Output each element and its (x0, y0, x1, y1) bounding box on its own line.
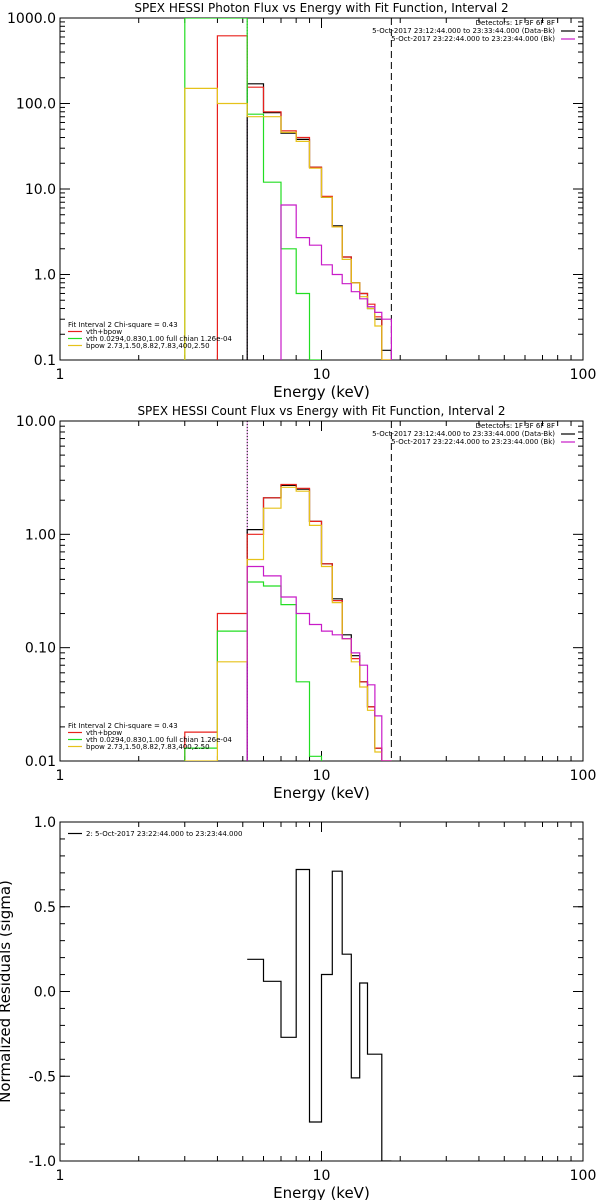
series-total (216, 35, 392, 360)
series-bk (246, 565, 392, 761)
legend-entry: vth+bpow (86, 328, 122, 336)
y-axis-label: Normalized Residuals (sigma) (0, 880, 14, 1103)
count-flux-panel: SPEX HESSI Count Flux vs Energy with Fit… (16, 404, 596, 802)
x-tick-label: 1 (56, 768, 65, 784)
plot-frame (59, 420, 584, 762)
y-tick-label: 0.1 (34, 353, 56, 369)
y-tick-label: -0.5 (29, 1069, 56, 1085)
series-bpow (184, 87, 392, 360)
chart-title: SPEX HESSI Count Flux vs Energy with Fit… (137, 404, 505, 418)
y-tick-label: 0.01 (25, 754, 56, 770)
x-axis-label: Energy (keV) (273, 1184, 370, 1200)
header-line: 5-Oct-2017 23:12:44.000 to 23:33:44.000 … (372, 430, 555, 438)
legend-entry: vth 0.0294,0.830,1.00 full chian 1.26e-0… (86, 736, 232, 744)
series-residual (247, 868, 392, 1161)
x-tick-label: 100 (570, 768, 597, 784)
series-group (247, 868, 392, 1161)
legend-title: Fit Interval 2 Chi-square = 0.43 (68, 321, 178, 329)
photon-flux-panel: SPEX HESSI Photon Flux vs Energy with Fi… (7, 1, 596, 401)
header-line: 5-Oct-2017 23:12:44.000 to 23:33:44.000 … (372, 27, 555, 35)
header-line: 5-Oct-2017 23:22:44.000 to 23:23:44.000 … (391, 35, 555, 43)
y-tick-label: 1.0 (34, 268, 56, 284)
x-tick-label: 1 (56, 1168, 65, 1184)
header-line: 5-Oct-2017 23:22:44.000 to 23:23:44.000 … (391, 438, 555, 446)
y-tick-label: 0.5 (34, 900, 56, 916)
series-total (184, 483, 392, 761)
series-bk (280, 204, 392, 360)
y-tick-label: 1000.0 (7, 11, 56, 27)
x-tick-label: 10 (313, 367, 331, 383)
series-group (184, 18, 392, 360)
series-vth (184, 581, 323, 761)
header-line: Detectors: 1F 3F 6F 8F (476, 422, 555, 430)
legend-entry: bpow 2.73,1.50,8.82,7.83,400,2.50 (86, 342, 210, 350)
y-tick-label: 10.00 (16, 414, 56, 430)
legend-entry: vth 0.0294,0.830,1.00 full chian 1.26e-0… (86, 335, 232, 343)
series-group (184, 483, 392, 761)
legend-title: Fit Interval 2 Chi-square = 0.43 (68, 722, 178, 730)
residuals-panel: 1 10 100 1.0 0.5 0.0 -0.5 -1.0 Energy (keV) Norma… (0, 815, 596, 1200)
chart-title: SPEX HESSI Photon Flux vs Energy with Fi… (134, 1, 508, 15)
series-data (246, 484, 392, 761)
x-axis-label: Energy (keV) (273, 383, 370, 401)
y-tick-label: 10.0 (25, 182, 56, 198)
x-tick-label: 10 (313, 1168, 331, 1184)
x-tick-label: 100 (570, 1168, 597, 1184)
y-tick-label: 1.0 (34, 815, 56, 831)
y-tick-label: 1.00 (25, 527, 56, 543)
legend-entry: 2: 5-Oct-2017 23:22:44.000 to 23:23:44.0… (86, 830, 242, 838)
x-tick-label: 100 (570, 367, 597, 383)
series-vth (184, 18, 322, 360)
header-line: Detectors: 1F 3F 6F 8F (476, 19, 555, 27)
x-tick-label: 10 (313, 768, 331, 784)
legend-entry: bpow 2.73,1.50,8.82,7.83,400,2.50 (86, 743, 210, 751)
y-tick-label: 100.0 (16, 97, 56, 113)
legend-entry: vth+bpow (86, 729, 122, 737)
y-tick-label: 0.0 (34, 985, 56, 1001)
y-tick-label: -1.0 (29, 1154, 56, 1170)
series-data (246, 83, 392, 360)
series-bpow (184, 486, 392, 761)
y-tick-label: 0.10 (25, 641, 56, 657)
x-tick-label: 1 (56, 367, 65, 383)
x-axis-label: Energy (keV) (273, 784, 370, 802)
